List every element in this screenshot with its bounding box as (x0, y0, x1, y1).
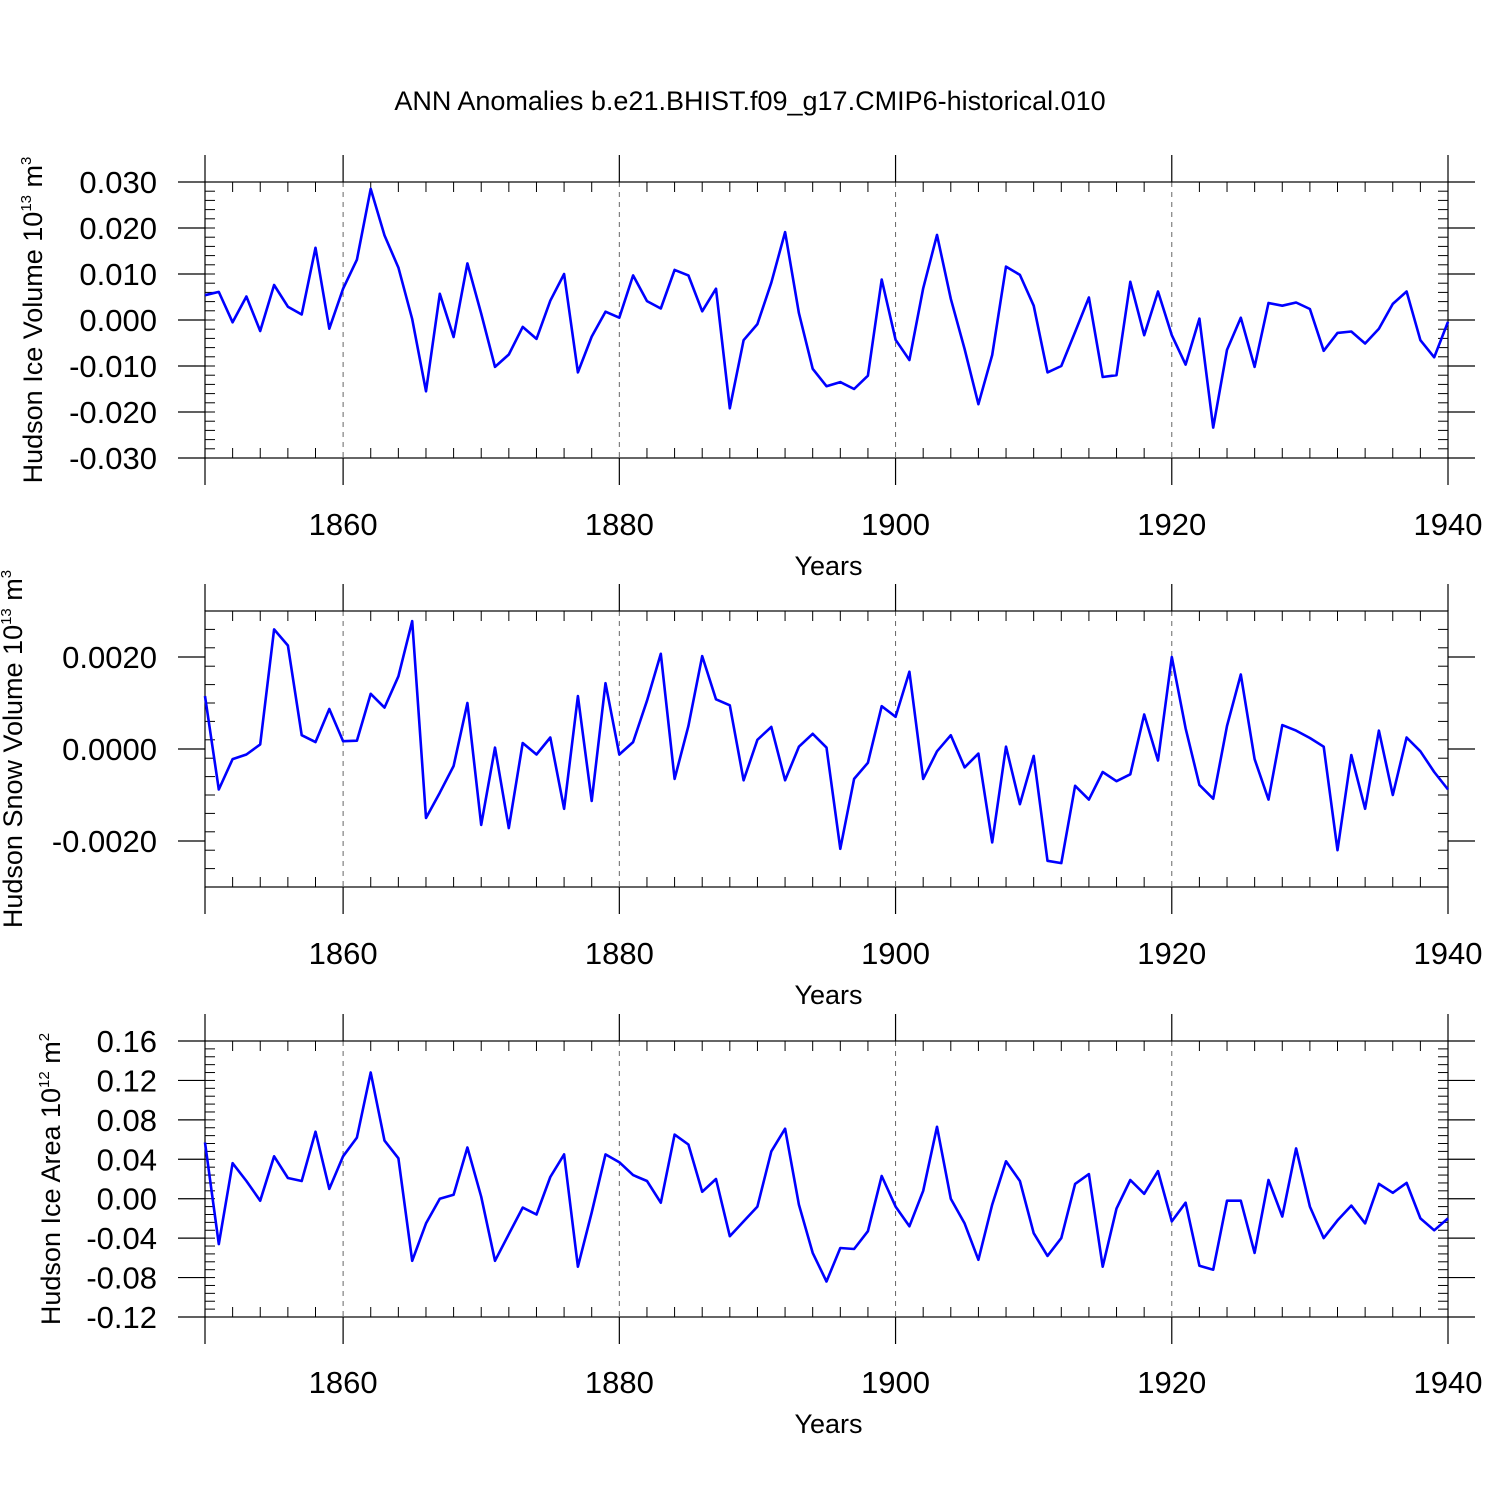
x-tick-label: 1860 (309, 1365, 378, 1400)
y-tick-label: 0.00 (97, 1182, 157, 1217)
x-tick-label: 1860 (309, 936, 378, 971)
series-line (203, 619, 1450, 865)
y-axis-label-unit: m (36, 1041, 66, 1071)
x-axis-label: Years (794, 551, 862, 581)
y-axis-label: Hudson Snow Volume 1013 m3 (0, 570, 28, 928)
y-axis-label-exponent: 13 (18, 195, 35, 212)
y-tick-label: -0.12 (86, 1300, 157, 1335)
x-axis-label: Years (794, 980, 862, 1010)
plot-frame (204, 181, 1449, 459)
y-tick-label: 0.12 (97, 1063, 157, 1098)
y-tick-label: 0.010 (79, 257, 157, 292)
y-axis-label: Hudson Ice Volume 1013 m3 (18, 157, 48, 484)
x-tick-label: 1900 (861, 1365, 930, 1400)
y-tick-label: -0.030 (69, 441, 157, 476)
y-tick-label: 0.16 (97, 1024, 157, 1059)
series-line (204, 187, 1450, 429)
y-tick-label: 0.04 (97, 1142, 157, 1177)
x-tick-label: 1940 (1414, 936, 1483, 971)
x-tick-label: 1940 (1414, 507, 1483, 542)
panel-1: 1860 1880 1900 1920 1940 Years 0.030 0.020 0.010… (18, 155, 1482, 581)
y-tick-label: 0.0000 (62, 732, 157, 767)
series-line (203, 1071, 1449, 1283)
panel-3: 1860 1880 1900 1920 1940 Years 0.16 0.12 0.08 0.0… (36, 1014, 1482, 1439)
x-tick-label: 1880 (585, 1365, 654, 1400)
y-axis-label-main: Hudson Ice Volume 10 (18, 212, 48, 484)
y-tick-label: 0.000 (79, 303, 157, 338)
plot-frame (204, 1040, 1449, 1318)
x-tick-label: 1920 (1137, 507, 1206, 542)
x-tick-label: 1880 (585, 507, 654, 542)
panel-2: 1860 1880 1900 1920 1940 Years 0.0020 0.0000 -0.… (0, 570, 1482, 1010)
y-axis-label-unit: m (18, 165, 48, 195)
y-axis-label-unit: m (0, 578, 28, 608)
y-tick-label: 0.030 (79, 165, 157, 200)
y-tick-label: -0.08 (86, 1261, 157, 1296)
x-tick-label: 1900 (861, 936, 930, 971)
y-tick-label: 0.0020 (62, 640, 157, 675)
y-axis-label-unit-exponent: 2 (36, 1033, 53, 1041)
y-tick-label: 0.08 (97, 1103, 157, 1138)
y-tick-label: -0.020 (69, 395, 157, 430)
x-tick-label: 1940 (1414, 1365, 1483, 1400)
y-axis-label-exponent: 13 (0, 608, 15, 625)
x-tick-label: 1920 (1137, 936, 1206, 971)
y-tick-label: 0.020 (79, 211, 157, 246)
x-tick-label: 1920 (1137, 1365, 1206, 1400)
y-axis-label: Hudson Ice Area 1012 m2 (36, 1033, 66, 1325)
y-axis-label-exponent: 12 (36, 1071, 53, 1088)
x-tick-label: 1900 (861, 507, 930, 542)
y-axis-label-unit-exponent: 3 (18, 157, 35, 165)
x-tick-label: 1880 (585, 936, 654, 971)
y-axis-label-main: Hudson Snow Volume 10 (0, 625, 28, 928)
y-axis-label-main: Hudson Ice Area 10 (36, 1088, 66, 1325)
y-axis-label-unit-exponent: 3 (0, 570, 15, 578)
y-tick-label: -0.010 (69, 349, 157, 384)
x-tick-label: 1860 (309, 507, 378, 542)
y-tick-label: -0.04 (86, 1221, 157, 1256)
x-axis-label: Years (794, 1409, 862, 1439)
y-tick-label: -0.0020 (52, 824, 157, 859)
chart-title: ANN Anomalies b.e21.BHIST.f09_g17.CMIP6-… (394, 86, 1105, 116)
